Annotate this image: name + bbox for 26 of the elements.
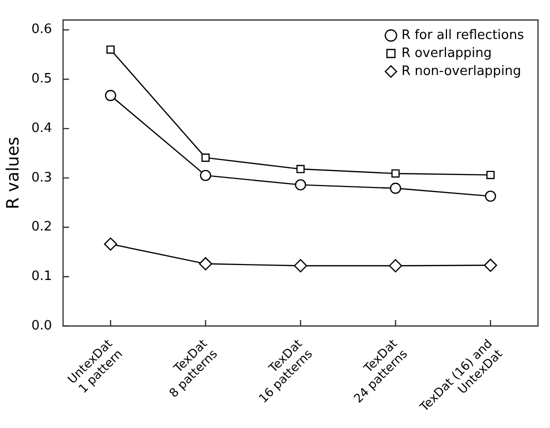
point (484, 190, 496, 202)
y-tick-label: 0.5 (31, 72, 52, 87)
point (104, 237, 118, 251)
point (390, 182, 402, 194)
point (484, 258, 498, 272)
y-axis-title: R values (4, 136, 24, 210)
point (294, 179, 306, 190)
y-tick-label: 0.2 (31, 220, 52, 235)
y-tick-label: 0.4 (31, 120, 52, 136)
point (388, 259, 402, 272)
y-tick-label: 0.3 (31, 170, 52, 186)
point (104, 90, 116, 102)
legend-label: R overlapping (401, 46, 492, 61)
legend-label: R non-overlapping (401, 64, 522, 79)
point (198, 257, 212, 270)
y-tick-label: 0.0 (31, 318, 52, 334)
y-tick-label: 0.1 (31, 268, 52, 284)
point (294, 259, 308, 272)
legend-label: R for all reflections (401, 28, 524, 43)
point (391, 169, 400, 178)
point (200, 170, 212, 182)
point (106, 45, 115, 54)
point (486, 170, 495, 180)
y-tick-label: 0.6 (31, 22, 52, 38)
point (201, 154, 210, 162)
point (296, 164, 305, 174)
